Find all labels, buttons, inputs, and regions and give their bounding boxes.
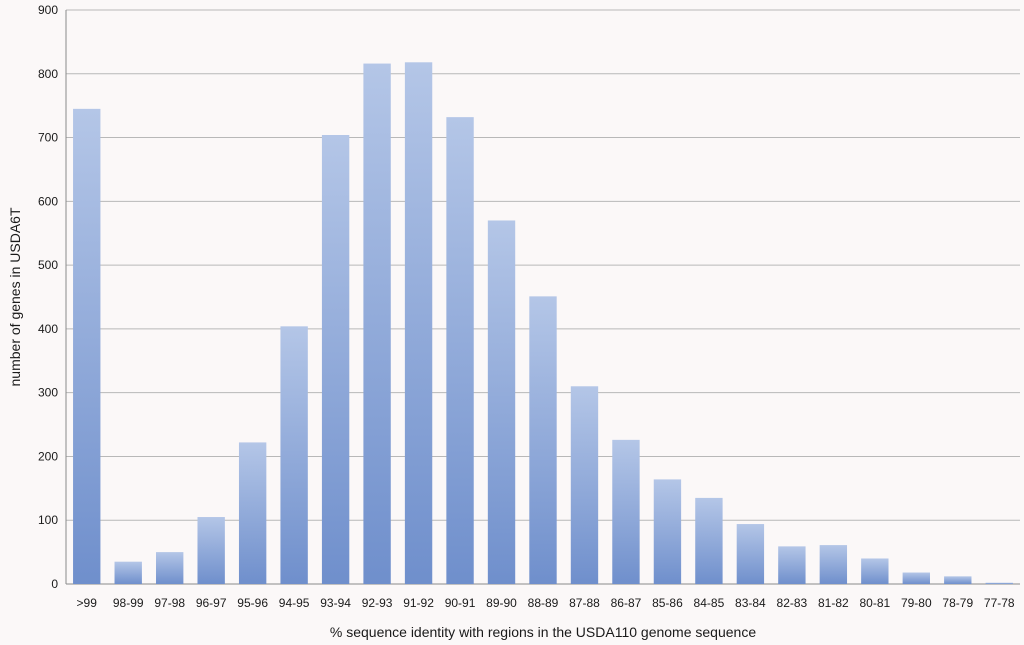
x-tick-label: 78-79	[942, 596, 973, 610]
x-tick-label: 96-97	[196, 596, 227, 610]
bar	[736, 524, 765, 584]
x-tick-label: 81-82	[818, 596, 849, 610]
bar	[529, 296, 557, 584]
x-tick-label: 90-91	[445, 596, 476, 610]
bar	[446, 117, 474, 584]
y-tick-label: 500	[38, 258, 58, 272]
y-axis-title: number of genes in USDA6T	[7, 207, 23, 386]
bar	[197, 517, 225, 584]
bar	[280, 326, 308, 584]
bar	[902, 572, 930, 584]
y-tick-label: 200	[38, 449, 58, 463]
bar	[695, 497, 723, 584]
bar	[156, 552, 184, 584]
y-axis-ticks: 0 100 200 300 400 500 600 700 800 900	[38, 3, 58, 591]
x-axis-ticks: >99 98-99 97-98 96-97 95-96 94-95 93-94 92-93 91…	[77, 596, 1015, 610]
bar	[114, 561, 142, 584]
x-tick-label: 87-88	[569, 596, 600, 610]
bar	[363, 63, 391, 584]
bar	[944, 576, 972, 584]
bar	[778, 546, 806, 584]
bar	[861, 558, 889, 584]
x-tick-label: 92-93	[362, 596, 393, 610]
x-tick-label: 85-86	[652, 596, 683, 610]
bar	[238, 442, 267, 584]
x-tick-label: 89-90	[486, 596, 517, 610]
bar	[653, 479, 682, 584]
x-tick-label: 86-87	[611, 596, 642, 610]
y-tick-label: 0	[51, 577, 58, 591]
bar	[612, 439, 640, 584]
x-tick-label: 88-89	[528, 596, 559, 610]
bar	[73, 108, 101, 584]
x-tick-label: 80-81	[859, 596, 890, 610]
x-tick-label: 97-98	[154, 596, 185, 610]
bar	[819, 545, 848, 584]
x-tick-label: 95-96	[237, 596, 268, 610]
y-tick-label: 600	[38, 194, 58, 208]
x-tick-label: 83-84	[735, 596, 766, 610]
x-tick-label: >99	[77, 596, 98, 610]
y-tick-label: 400	[38, 322, 58, 336]
x-tick-label: 94-95	[279, 596, 310, 610]
x-axis-title: % sequence identity with regions in the …	[330, 624, 756, 640]
x-tick-label: 82-83	[777, 596, 808, 610]
x-tick-label: 91-92	[403, 596, 434, 610]
x-tick-label: 79-80	[901, 596, 932, 610]
y-tick-label: 900	[38, 3, 58, 17]
bar	[321, 135, 350, 584]
y-tick-label: 300	[38, 386, 58, 400]
bar	[487, 220, 516, 584]
bar	[570, 386, 599, 584]
y-tick-label: 700	[38, 131, 58, 145]
bars	[73, 62, 1013, 584]
bar	[404, 62, 433, 584]
y-tick-label: 800	[38, 67, 58, 81]
x-tick-label: 93-94	[320, 596, 351, 610]
bar	[985, 582, 1013, 584]
y-tick-label: 100	[38, 513, 58, 527]
x-tick-label: 98-99	[113, 596, 144, 610]
x-tick-label: 77-78	[984, 596, 1015, 610]
x-tick-label: 84-85	[694, 596, 725, 610]
